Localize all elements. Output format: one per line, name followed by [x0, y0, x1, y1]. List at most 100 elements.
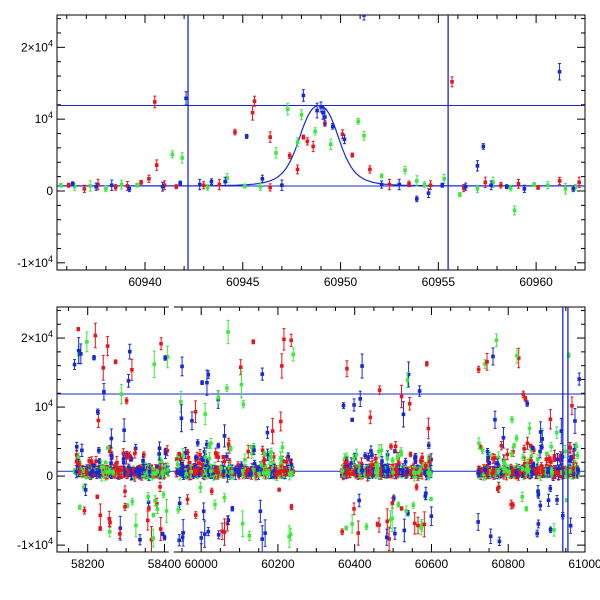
data-point [239, 382, 244, 387]
data-point [252, 448, 256, 453]
data-point [124, 399, 129, 403]
data-point [280, 445, 285, 450]
data-point [200, 380, 204, 385]
data-point [155, 501, 159, 506]
data-point [138, 537, 142, 542]
data-point [119, 468, 123, 473]
data-point [536, 185, 540, 190]
data-point [522, 187, 527, 191]
data-point [155, 507, 160, 511]
data-point [72, 184, 77, 189]
data-point [98, 526, 102, 531]
data-point [458, 192, 462, 197]
data-point [532, 182, 536, 187]
model-curve [57, 104, 584, 187]
data-point [179, 400, 183, 404]
data-point [180, 156, 184, 160]
data-point [74, 459, 79, 464]
data-point [288, 459, 293, 463]
series-green [59, 102, 578, 216]
data-point [95, 494, 100, 499]
data-point [289, 338, 293, 343]
data-point [88, 184, 93, 188]
data-point [323, 115, 327, 119]
data-point [99, 465, 104, 470]
data-point [350, 153, 355, 157]
data-point [406, 372, 411, 377]
data-point [397, 182, 402, 187]
data-point [371, 462, 375, 467]
data-point [245, 468, 250, 472]
data-point [186, 455, 191, 460]
data-point [279, 456, 284, 461]
data-point [226, 442, 231, 446]
data-point [109, 183, 114, 188]
data-point [267, 456, 271, 460]
data-point [399, 449, 403, 454]
data-point [499, 183, 503, 188]
data-point [111, 470, 115, 475]
data-point [109, 453, 114, 458]
data-point [83, 488, 88, 492]
data-point [363, 453, 367, 458]
data-point [228, 446, 233, 451]
data-point [240, 469, 245, 473]
data-point [94, 184, 98, 189]
data-point [223, 470, 228, 474]
data-point [108, 449, 112, 454]
data-point [401, 412, 406, 417]
data-point [250, 451, 254, 456]
data-point [396, 502, 401, 507]
data-point [246, 449, 251, 454]
data-point [179, 457, 184, 461]
data-point [463, 184, 468, 189]
data-point [259, 462, 264, 467]
data-point [311, 144, 315, 149]
data-point [251, 467, 255, 472]
data-point [108, 520, 112, 525]
data-point [236, 463, 240, 467]
data-point [70, 182, 75, 186]
data-point [222, 530, 227, 534]
data-point [225, 521, 230, 526]
data-point [134, 523, 138, 528]
data-point [159, 341, 163, 346]
data-point [153, 471, 158, 476]
data-point [217, 182, 222, 187]
data-point [387, 182, 392, 187]
data-point [483, 180, 488, 185]
data-point [66, 183, 71, 188]
data-point [263, 531, 267, 535]
data-point [221, 455, 226, 459]
data-point [101, 366, 106, 370]
data-point [287, 472, 292, 476]
data-point [104, 470, 109, 474]
data-point [195, 468, 200, 472]
data-point [94, 470, 99, 475]
data-point [427, 459, 432, 464]
data-point [141, 467, 145, 472]
data-point [379, 174, 384, 178]
x-tick-label: 60200 [261, 557, 295, 571]
data-point [286, 454, 291, 459]
data-point [118, 532, 122, 536]
axis-break [168, 305, 174, 309]
data-point [385, 457, 390, 461]
data-point [397, 461, 401, 465]
data-point [216, 533, 221, 537]
top-panel-zoom: -1×104 0 104 2×104 60940 60945 60950 60955 60960 [17, 14, 586, 289]
data-point [133, 473, 137, 477]
data-point [285, 107, 290, 111]
data-point [176, 507, 181, 512]
data-point [280, 183, 284, 188]
data-point [113, 185, 118, 190]
data-point [164, 509, 169, 513]
data-point [577, 180, 581, 185]
data-point [185, 497, 190, 502]
data-point [202, 532, 207, 536]
data-point [181, 453, 185, 457]
data-point [284, 460, 289, 464]
data-point [557, 179, 562, 183]
data-point [272, 468, 277, 473]
x-tick-label: 60400 [338, 557, 372, 571]
